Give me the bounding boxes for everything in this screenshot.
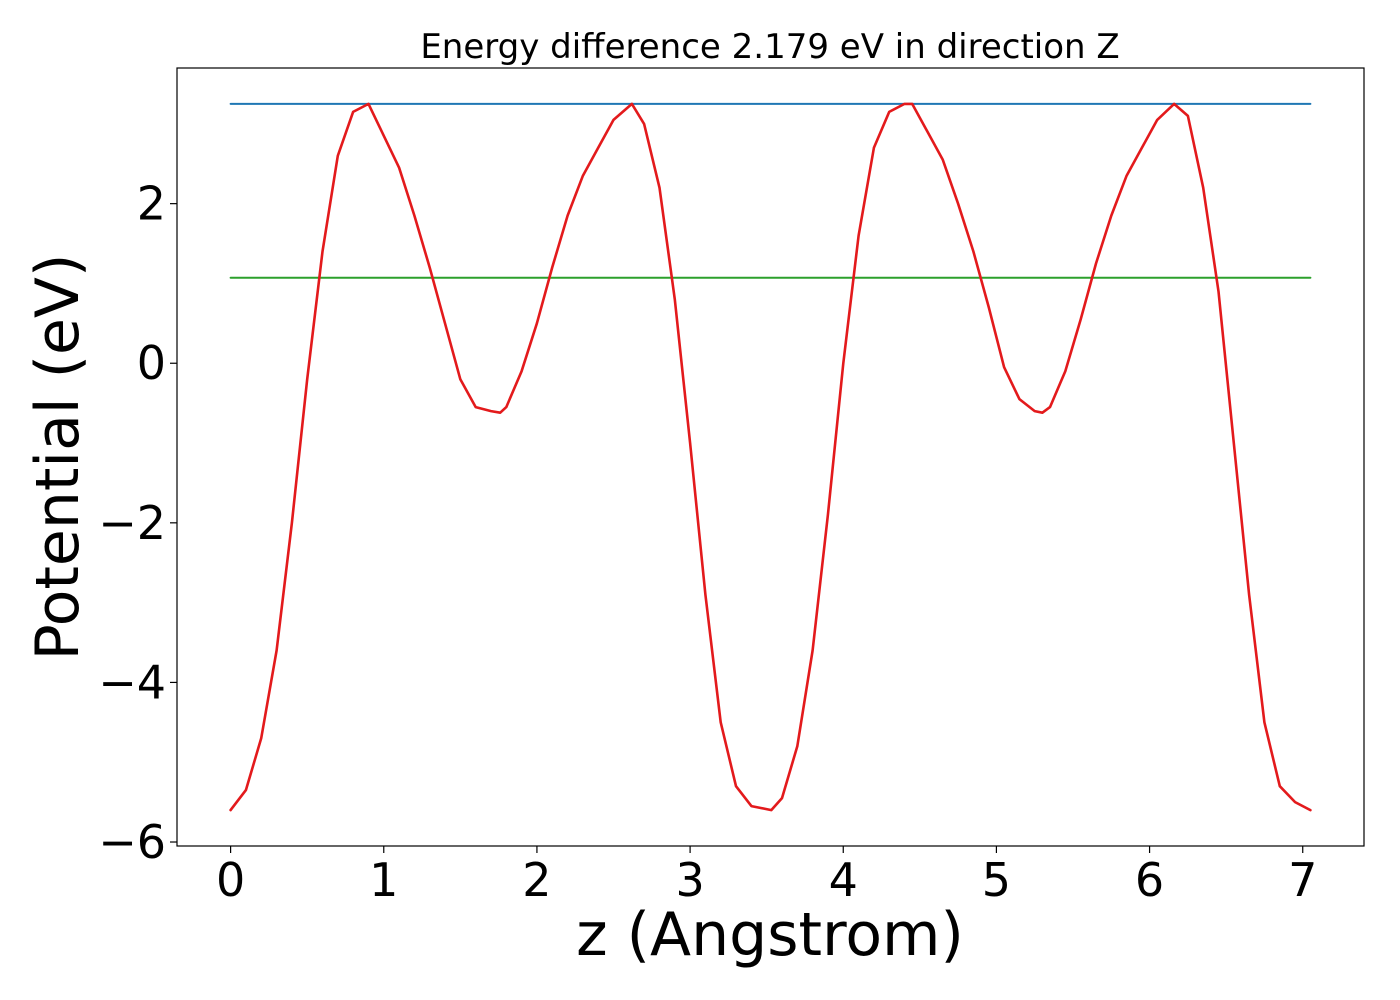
y-tick-label: 0 (137, 336, 166, 390)
y-tick-label: −4 (98, 655, 166, 709)
x-tick-label: 2 (522, 853, 551, 907)
x-axis-label: z (Angstrom) (576, 900, 964, 970)
x-tick-label: 3 (675, 853, 704, 907)
y-axis-label: Potential (eV) (23, 254, 93, 661)
y-tick-label: −6 (98, 815, 166, 869)
x-tick-label: 6 (1135, 853, 1164, 907)
x-tick-label: 1 (369, 853, 398, 907)
y-axis-ticks: −6 −4 −2 0 2 (98, 177, 177, 869)
x-axis-ticks: 0 1 2 3 4 5 6 7 (216, 846, 1317, 907)
plot-area-frame (176, 67, 1365, 847)
x-tick-label: 5 (982, 853, 1011, 907)
y-tick-label: 2 (137, 177, 166, 231)
plot-lines (229, 102, 1312, 812)
chart-title: Energy difference 2.179 eV in direction … (420, 27, 1119, 67)
x-tick-label: 7 (1288, 853, 1317, 907)
x-tick-label: 0 (216, 853, 245, 907)
series-line-0 (229, 102, 1312, 812)
x-tick-label: 4 (829, 853, 858, 907)
y-tick-label: −2 (98, 496, 166, 550)
